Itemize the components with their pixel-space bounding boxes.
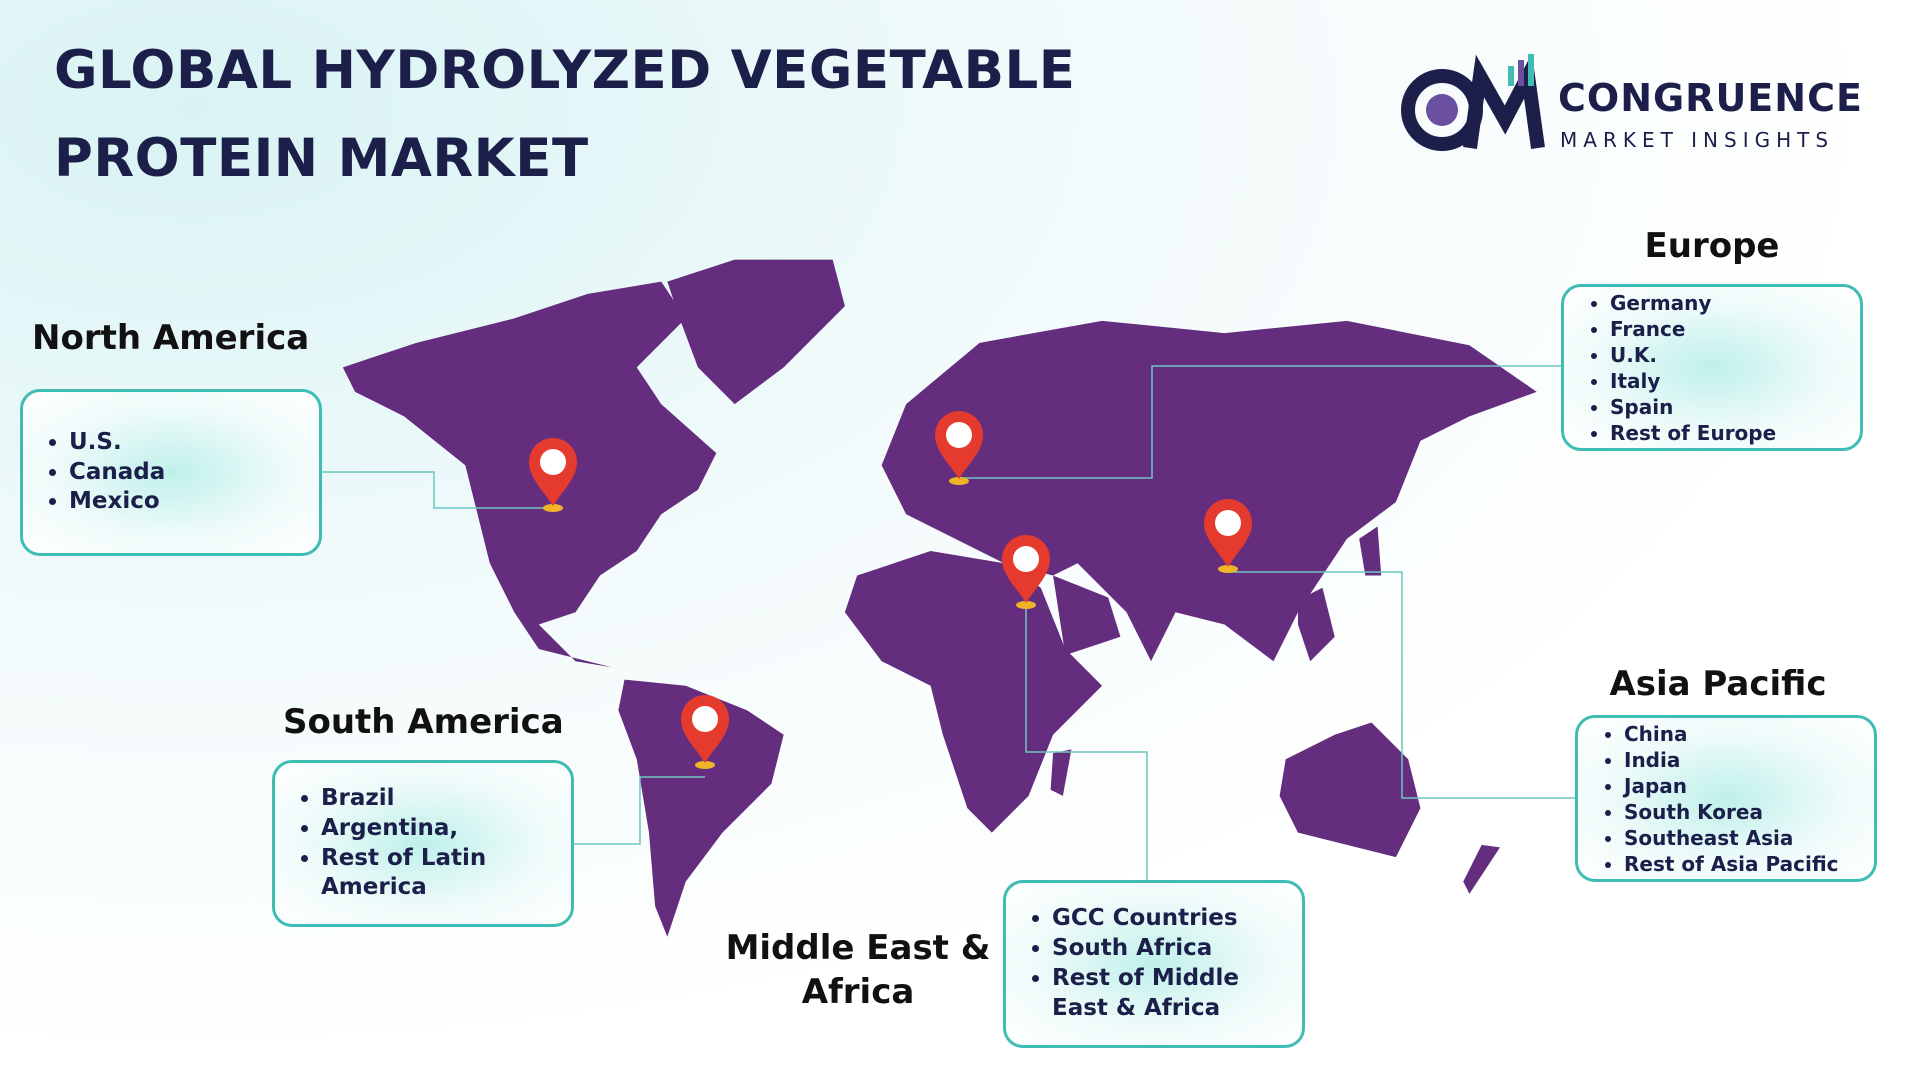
region-item: South Korea bbox=[1624, 799, 1839, 825]
region-list: U.S.CanadaMexico bbox=[23, 428, 165, 518]
title-line: PROTEIN MARKET bbox=[54, 128, 589, 189]
region-item: GCC Countries bbox=[1052, 904, 1302, 934]
region-box: U.S.CanadaMexico bbox=[20, 389, 322, 556]
region-heading: North America bbox=[32, 318, 310, 358]
region-item: France bbox=[1610, 316, 1776, 342]
region-item: India bbox=[1624, 747, 1839, 773]
region-heading: Asia Pacific bbox=[1609, 664, 1827, 704]
region-item: Canada bbox=[69, 458, 165, 488]
region-list: ChinaIndiaJapanSouth KoreaSoutheast Asia… bbox=[1578, 721, 1839, 877]
region-box: ChinaIndiaJapanSouth KoreaSoutheast Asia… bbox=[1575, 715, 1877, 882]
region-heading: South America bbox=[283, 702, 564, 742]
region-box: GCC CountriesSouth AfricaRest of Middle … bbox=[1003, 880, 1305, 1048]
region-list: BrazilArgentina,Rest of Latin America bbox=[275, 784, 571, 904]
logo-tagline: MARKET INSIGHTS bbox=[1560, 128, 1835, 152]
connectors bbox=[322, 365, 1575, 880]
title-line: GLOBAL HYDROLYZED VEGETABLE bbox=[54, 40, 1076, 101]
world-map bbox=[342, 259, 1537, 937]
region-item: Rest of Europe bbox=[1610, 420, 1776, 446]
region-item: Germany bbox=[1610, 290, 1776, 316]
region-list: GermanyFranceU.K.ItalySpainRest of Europ… bbox=[1564, 290, 1776, 446]
region-list: GCC CountriesSouth AfricaRest of Middle … bbox=[1006, 904, 1302, 1024]
region-item: South Africa bbox=[1052, 934, 1302, 964]
region-item: Mexico bbox=[69, 487, 165, 517]
region-item: Japan bbox=[1624, 773, 1839, 799]
region-box: BrazilArgentina,Rest of Latin America bbox=[272, 760, 574, 927]
region-item: Italy bbox=[1610, 368, 1776, 394]
region-item: Brazil bbox=[321, 784, 571, 814]
region-item: U.S. bbox=[69, 428, 165, 458]
map-pins bbox=[529, 411, 1252, 769]
region-item: U.K. bbox=[1610, 342, 1776, 368]
region-item: Spain bbox=[1610, 394, 1776, 420]
logo-name: CONGRUENCE bbox=[1558, 76, 1863, 120]
region-box: GermanyFranceU.K.ItalySpainRest of Europ… bbox=[1561, 284, 1863, 451]
region-item: Rest of Middle East & Africa bbox=[1052, 964, 1302, 1024]
region-heading: Middle East & Africa bbox=[725, 928, 991, 1012]
region-item: Rest of Asia Pacific bbox=[1624, 851, 1839, 877]
region-item: Argentina, bbox=[321, 814, 571, 844]
region-heading: Europe bbox=[1644, 226, 1780, 266]
region-item: Southeast Asia bbox=[1624, 825, 1839, 851]
logo-icon bbox=[1401, 53, 1545, 151]
region-item: Rest of Latin America bbox=[321, 844, 571, 904]
region-item: China bbox=[1624, 721, 1839, 747]
